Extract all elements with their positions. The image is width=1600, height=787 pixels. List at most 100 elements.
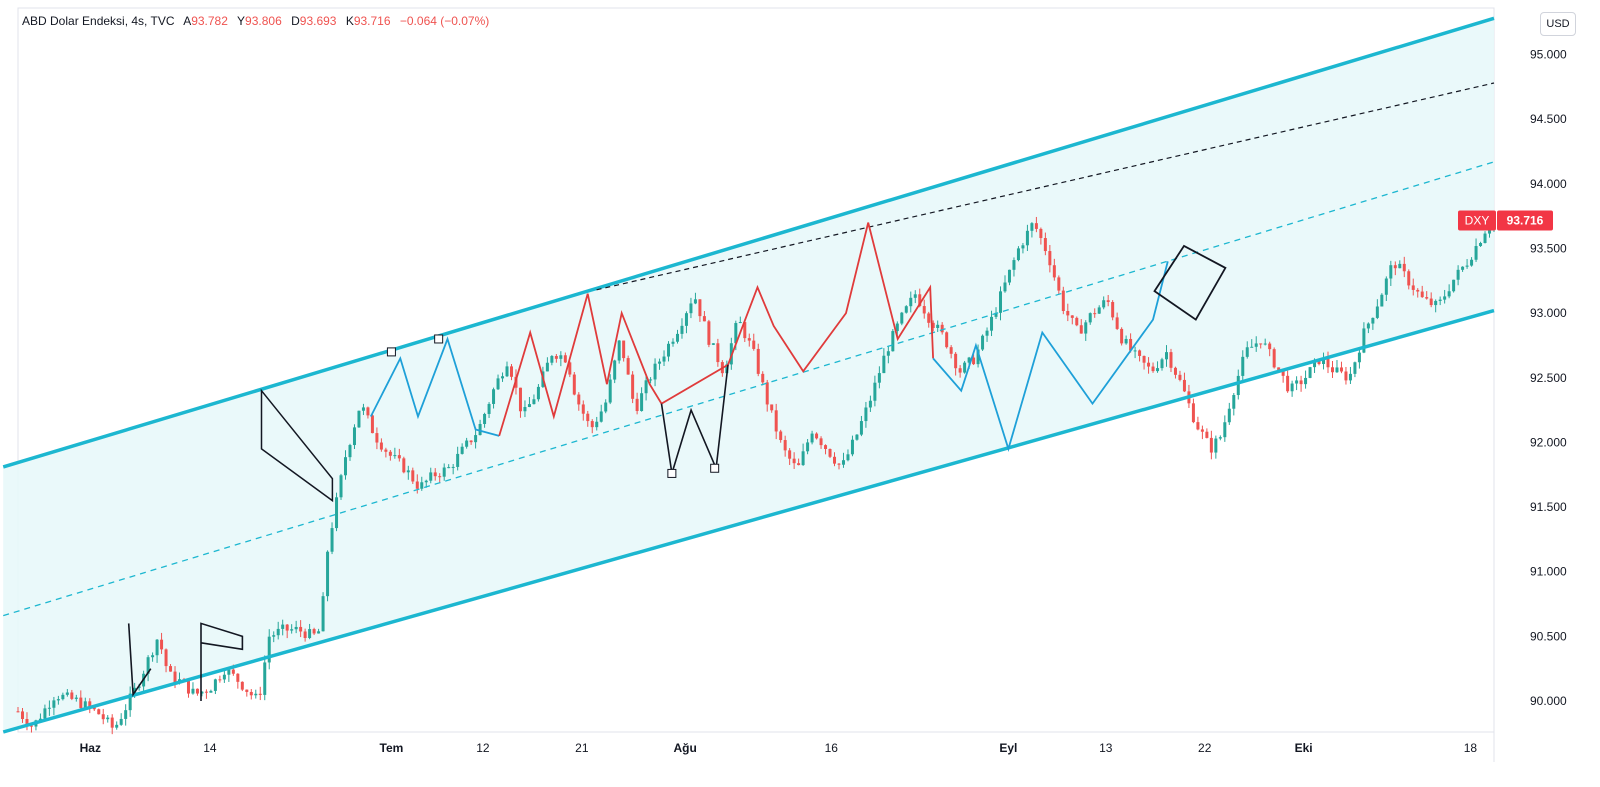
candle-body <box>1223 422 1227 438</box>
candle-body <box>155 639 159 656</box>
pivot-marker <box>710 463 720 473</box>
candle-body <box>536 386 540 400</box>
candle-body <box>137 686 141 688</box>
candle-body <box>1021 245 1025 249</box>
candle-body <box>483 413 487 424</box>
candle-body <box>505 366 509 377</box>
candle-body <box>1353 362 1357 374</box>
candle-body <box>164 649 168 667</box>
candle-body <box>1030 223 1034 231</box>
candle-body <box>649 379 653 381</box>
candle-body <box>1061 290 1065 311</box>
candle-body <box>1263 343 1267 345</box>
candle-body <box>1416 289 1420 292</box>
candle-body <box>945 332 949 348</box>
candle-body <box>70 692 74 699</box>
candle-body <box>460 446 464 454</box>
candle-body <box>1461 266 1465 270</box>
candle-body <box>877 373 881 383</box>
candle-body <box>209 690 213 693</box>
candle-body <box>16 711 20 713</box>
candle-body <box>577 394 581 405</box>
candle-body <box>828 449 832 457</box>
candle-body <box>900 312 904 324</box>
candle-body <box>527 404 531 407</box>
candle-body <box>370 415 374 434</box>
candle-body <box>1438 299 1442 301</box>
candle-body <box>1326 358 1330 368</box>
candle-body <box>1012 260 1016 270</box>
candle-body <box>1097 307 1101 314</box>
candle-body <box>1281 370 1285 376</box>
candle-body <box>855 434 859 440</box>
candle-body <box>1304 377 1308 385</box>
candle-body <box>492 389 496 404</box>
candle-body <box>572 374 576 395</box>
candle-body <box>981 335 985 350</box>
candle-body <box>1308 367 1312 378</box>
candle-body <box>1142 355 1146 363</box>
flag-pattern-early <box>127 623 152 697</box>
candle-body <box>429 472 433 481</box>
candle-body <box>698 299 702 317</box>
candle-body <box>61 694 65 700</box>
candle-body <box>931 322 935 328</box>
candle-body <box>797 463 801 466</box>
candle-body <box>1434 300 1438 306</box>
candle-body <box>352 427 356 446</box>
candle-body <box>913 294 917 298</box>
candle-body <box>653 363 657 380</box>
candle-body <box>684 313 688 326</box>
candle-body <box>770 404 774 411</box>
currency-button[interactable]: USD <box>1540 12 1576 36</box>
legend-symbol[interactable]: ABD Dolar Endeksi, 4s, TVC <box>22 14 175 28</box>
channel-upper-line <box>2 16 1495 469</box>
x-tick-label: 13 <box>1099 741 1113 755</box>
zigzag-black <box>660 364 729 474</box>
pivot-marker <box>386 347 396 357</box>
candle-body <box>267 636 271 663</box>
candle-body <box>801 451 805 466</box>
candle-body <box>716 343 720 363</box>
y-tick-label: 90.500 <box>1530 629 1567 643</box>
candle-body <box>469 440 473 443</box>
candle-body <box>1160 359 1164 369</box>
candle-body <box>348 445 352 458</box>
candle-body <box>1129 338 1133 351</box>
candle-body <box>904 306 908 313</box>
candle-body <box>954 353 958 369</box>
candle-body <box>79 697 83 709</box>
candle-body <box>963 362 967 373</box>
candle-body <box>1322 358 1326 365</box>
candle-body <box>1169 352 1173 368</box>
candle-body <box>1465 265 1469 267</box>
candle-body <box>487 403 491 414</box>
pivot-marker <box>667 468 677 478</box>
candle-body <box>689 303 693 314</box>
candle-body <box>1425 297 1429 299</box>
candle-body <box>523 406 527 412</box>
candle-body <box>563 355 567 363</box>
candle-body <box>263 662 267 695</box>
diamond-pattern <box>1153 244 1227 321</box>
zigzag-blue <box>932 261 1169 453</box>
candle-body <box>711 343 715 345</box>
candle-body <box>1039 228 1043 239</box>
candle-body <box>1330 367 1334 373</box>
candle-body <box>1048 251 1052 266</box>
candle-body <box>393 455 397 457</box>
candle-body <box>1115 317 1119 329</box>
candle-body <box>1452 279 1456 292</box>
candle-body <box>1182 379 1186 392</box>
candle-body <box>1447 291 1451 297</box>
candle-body <box>864 407 868 422</box>
candle-body <box>985 330 989 336</box>
candle-body <box>1420 291 1424 298</box>
candle-body <box>1443 296 1447 300</box>
candle-body <box>1241 356 1245 376</box>
candle-body <box>815 433 819 439</box>
candle-body <box>1268 343 1272 350</box>
candle-body <box>999 291 1003 313</box>
candle-body <box>254 693 258 696</box>
